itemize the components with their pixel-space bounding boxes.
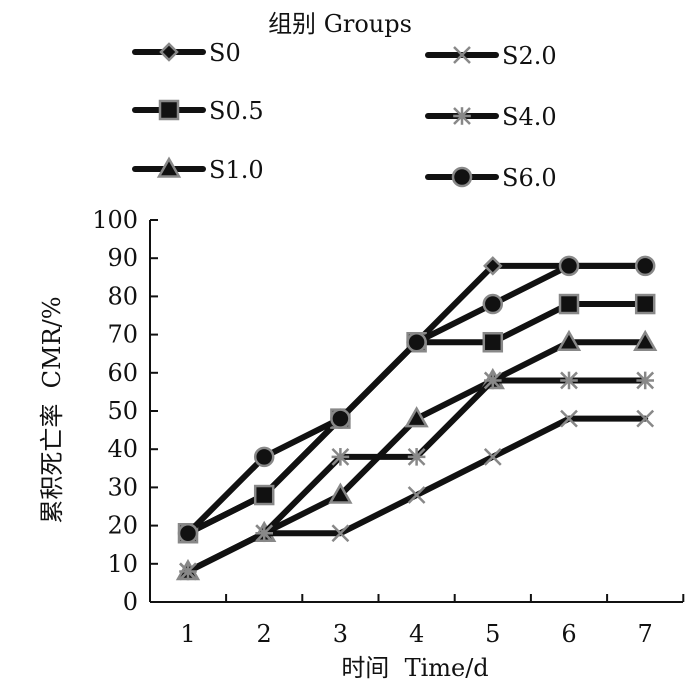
data-point [253, 484, 275, 506]
y-axis-label: 累积死亡率 CMR/% [38, 296, 66, 523]
data-point [482, 293, 504, 315]
data-point [558, 255, 580, 277]
data-point [560, 371, 578, 390]
marker-stroke [407, 486, 426, 504]
legend-title: 组别 Groups [268, 10, 412, 38]
data-point [331, 447, 350, 466]
legend-marker [453, 46, 471, 64]
x-axis-label: 时间 Time/d [341, 654, 488, 682]
legend-marker [156, 156, 182, 178]
data-point [636, 409, 655, 428]
legend: 组别 Groups S0 S0.5 S1.0 S2.0 S4.0 S6.0 [132, 10, 557, 192]
data-point [407, 486, 426, 504]
data-point [328, 482, 353, 504]
y-tick-label: 80 [107, 282, 138, 310]
data-point [404, 406, 429, 428]
legend-item-s4-0: S4.0 [425, 103, 557, 131]
legend-item-s2-0: S2.0 [425, 42, 557, 70]
y-tick-label: 50 [107, 397, 138, 425]
legend-item-s6-0: S6.0 [425, 164, 557, 192]
legend-item-s0-5: S0.5 [132, 97, 264, 125]
legend-label: S0.5 [209, 97, 264, 125]
legend-marker [453, 107, 471, 125]
data-point [636, 371, 655, 390]
data-point [330, 408, 351, 429]
data-point [253, 446, 275, 468]
data-point [407, 447, 426, 466]
x-tick-label: 5 [485, 620, 500, 648]
data-point [255, 524, 274, 543]
legend-marker [159, 42, 179, 62]
y-tick-label: 70 [107, 321, 138, 349]
data-point [634, 255, 656, 277]
data-point [177, 522, 199, 544]
data-point [556, 329, 582, 351]
data-point [634, 293, 656, 315]
x-tick-label: 7 [638, 620, 653, 648]
data-point [331, 524, 350, 543]
legend-label: S1.0 [209, 156, 264, 184]
x-tick-label: 6 [561, 620, 576, 648]
data-point [483, 256, 503, 276]
data-point [633, 329, 658, 351]
data-point [406, 331, 427, 353]
x-tick-label: 3 [333, 620, 348, 648]
legend-marker [158, 99, 180, 121]
y-tick-label: 60 [107, 359, 138, 387]
y-tick-label: 20 [107, 512, 138, 540]
series-layer [175, 255, 658, 581]
x-tick-label: 1 [180, 620, 195, 648]
data-point [558, 293, 580, 315]
y-tick-label: 100 [92, 206, 138, 234]
legend-marker [451, 166, 473, 188]
y-tick-label: 10 [107, 550, 138, 578]
y-tick-label: 40 [107, 435, 138, 463]
data-point [560, 409, 578, 428]
axes: 0 10 20 30 40 50 60 70 80 90 100 1 2 3 4 5 6 7 [92, 206, 685, 648]
y-tick-label: 90 [107, 244, 138, 272]
marker-stroke [636, 409, 655, 428]
legend-label: S6.0 [502, 164, 557, 192]
legend-item-s0: S0 [132, 39, 241, 67]
series-s6-0 [177, 255, 656, 544]
series-s4-0 [179, 371, 655, 581]
y-tick-label: 0 [123, 588, 138, 616]
data-point [482, 331, 504, 353]
marker-stroke [483, 447, 502, 466]
y-tick-label: 30 [107, 473, 138, 501]
legend-item-s1-0: S1.0 [132, 156, 264, 184]
data-point [483, 447, 502, 466]
series-s2-0 [179, 409, 655, 581]
legend-label: S4.0 [502, 103, 557, 131]
x-tick-label: 2 [257, 620, 272, 648]
data-point [483, 371, 502, 390]
data-point [179, 562, 197, 581]
legend-label: S2.0 [502, 42, 557, 70]
marker-stroke [560, 409, 578, 428]
marker-stroke [453, 46, 471, 64]
x-tick-label: 4 [409, 620, 424, 648]
legend-label: S0 [209, 39, 241, 67]
marker-stroke [331, 524, 350, 543]
